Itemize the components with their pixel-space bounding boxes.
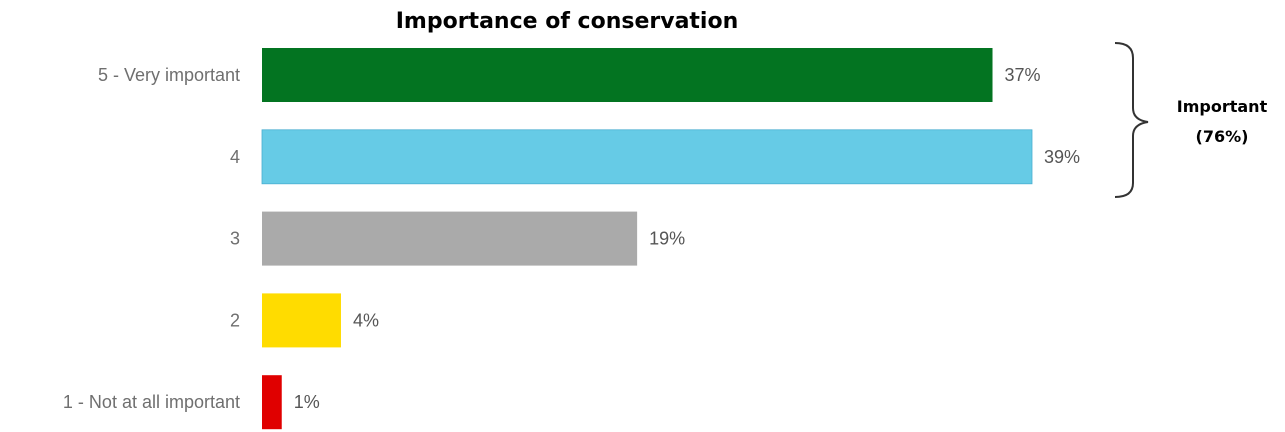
bar-5 [262, 375, 282, 430]
bars-layer: 5 - Very important 37% 4 39% 3 19% 2 4% 1 - Not … [63, 48, 1080, 430]
category-label: 2 [230, 310, 240, 330]
bar-1 [262, 48, 993, 102]
value-label: 19% [649, 229, 685, 249]
value-label: 4% [353, 310, 379, 330]
annotation-value: (76%) [1196, 127, 1249, 146]
category-label: 5 - Very important [98, 65, 240, 85]
annotation-bracket [1114, 42, 1149, 198]
value-label: 39% [1044, 147, 1080, 167]
value-label: 37% [1005, 65, 1041, 85]
category-label: 1 - Not at all important [63, 392, 240, 412]
annotation-label: Important [1177, 97, 1268, 116]
category-label: 3 [230, 229, 240, 249]
category-label: 4 [230, 147, 240, 167]
value-label: 1% [294, 392, 320, 412]
bar-4 [262, 293, 341, 348]
chart-title: Importance of conservation [396, 9, 739, 34]
bar-3 [262, 211, 638, 266]
bar-2 [261, 129, 1033, 185]
annotation-group: Important (76%) [1114, 42, 1268, 198]
